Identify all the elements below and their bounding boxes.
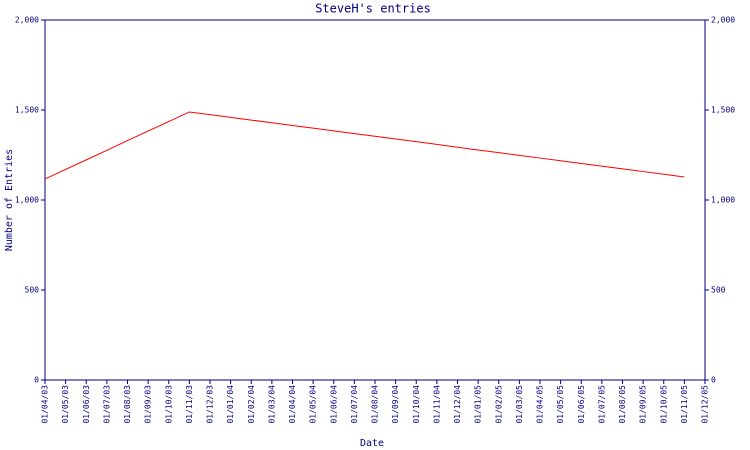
x-tick-label: 01/03/04 <box>267 385 276 424</box>
x-tick-label: 01/10/04 <box>412 385 421 424</box>
x-tick-label: 01/06/04 <box>329 385 338 424</box>
data-line <box>44 111 685 180</box>
x-tick-label: 01/09/05 <box>639 385 648 424</box>
x-tick-label: 01/05/03 <box>61 385 70 424</box>
y2-tick-label: 500 <box>711 286 726 295</box>
x-tick-label: 01/07/04 <box>350 385 359 424</box>
chart-title: SteveH's entries <box>315 2 431 16</box>
x-tick-label: 01/05/05 <box>556 385 565 424</box>
x-tick-label: 01/01/05 <box>474 385 483 424</box>
x-tick-label: 01/04/04 <box>288 385 297 424</box>
x-tick-label: 01/03/05 <box>515 385 524 424</box>
x-tick-label: 01/11/03 <box>185 385 194 424</box>
x-tick-label: 01/09/03 <box>144 385 153 424</box>
x-tick-label: 01/10/05 <box>659 385 668 424</box>
x-tick-label: 01/12/05 <box>701 385 710 424</box>
x-tick-label: 01/11/05 <box>680 385 689 424</box>
x-tick-label: 01/12/04 <box>453 385 462 424</box>
y-tick-label: 0 <box>34 376 39 385</box>
y2-tick-label: 0 <box>711 376 716 385</box>
x-tick-label: 01/04/03 <box>41 385 50 424</box>
x-tick-label: 01/06/05 <box>577 385 586 424</box>
y2-tick-label: 2,000 <box>711 16 735 25</box>
x-tick-label: 01/07/05 <box>597 385 606 424</box>
y-tick-label: 1,000 <box>15 196 39 205</box>
x-tick-label: 01/10/03 <box>164 385 173 424</box>
x-tick-label: 01/04/05 <box>536 385 545 424</box>
y-axis-label: Number of Entries <box>4 149 15 251</box>
x-tick-label: 01/02/05 <box>494 385 503 424</box>
x-tick-label: 01/09/04 <box>391 385 400 424</box>
x-tick-label: 01/06/03 <box>82 385 91 424</box>
x-axis-label: Date <box>360 438 384 449</box>
y-tick-label: 2,000 <box>15 16 39 25</box>
y2-tick-label: 1,500 <box>711 106 735 115</box>
plot-frame <box>44 19 706 381</box>
x-tick-label: 01/08/04 <box>371 385 380 424</box>
x-tick-label: 01/11/04 <box>432 385 441 424</box>
y-tick-label: 1,500 <box>15 106 39 115</box>
x-tick-label: 01/01/04 <box>226 385 235 424</box>
x-tick-label: 01/05/04 <box>309 385 318 424</box>
x-tick-label: 01/08/03 <box>123 385 132 424</box>
x-tick-label: 01/12/03 <box>206 385 215 424</box>
x-tick-label: 01/07/03 <box>102 385 111 424</box>
y2-tick-label: 1,000 <box>711 196 735 205</box>
y-tick-label: 500 <box>25 286 40 295</box>
x-tick-label: 01/02/04 <box>247 385 256 424</box>
x-tick-label: 01/08/05 <box>618 385 627 424</box>
